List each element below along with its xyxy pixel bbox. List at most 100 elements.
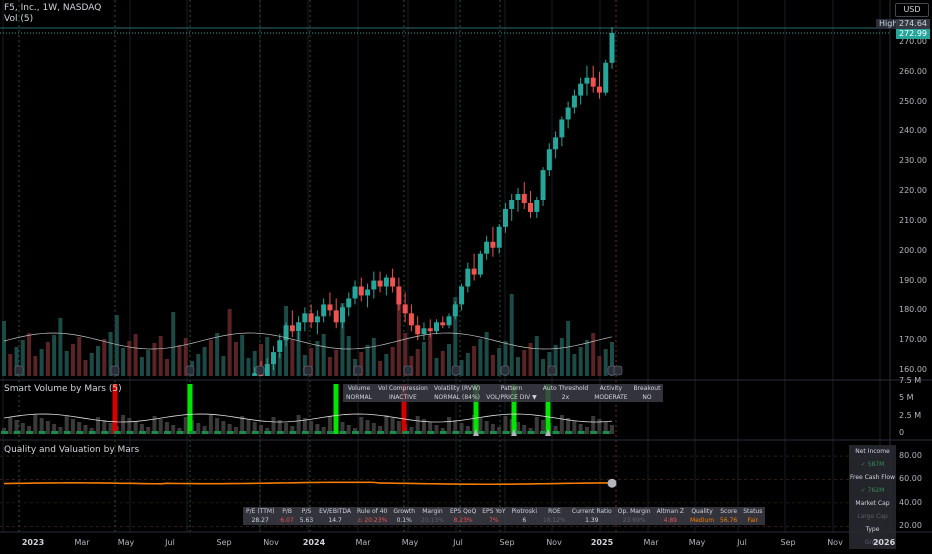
smart-volume-baseline-mark xyxy=(101,431,109,434)
currency-button[interactable]: USD xyxy=(895,3,929,17)
smart-volume-header-cell: Vol Compression xyxy=(378,385,428,392)
smart-volume-bar xyxy=(252,422,257,434)
side-box-cell: Free Cash Flow xyxy=(849,474,896,481)
valuation-table: P/E (TTM) P/B P/S EV/EBITDA Rule of 40 Growth… xyxy=(243,507,766,525)
smart-volume-bar xyxy=(290,426,295,434)
volume-bar xyxy=(603,349,608,376)
smart-volume-bar xyxy=(515,422,520,434)
volume-bar xyxy=(390,347,395,376)
volume-bar xyxy=(547,352,552,376)
volume-bar xyxy=(96,346,101,376)
smart-volume-value-cell: INACTIVE xyxy=(389,394,417,401)
volume-bar xyxy=(371,338,376,376)
smart-volume-baseline-mark xyxy=(389,431,397,434)
smart-volume-bar xyxy=(83,425,88,434)
volume-bar xyxy=(465,353,470,376)
time-tick: Sep xyxy=(780,538,796,547)
time-tick: Nov xyxy=(546,538,562,547)
smart-volume-bar xyxy=(96,417,101,434)
smart-volume-bar xyxy=(541,420,546,434)
candle-body xyxy=(377,280,383,287)
candle-body xyxy=(490,241,496,248)
price-tick: 220.00 xyxy=(899,186,927,196)
time-tick: 2025 xyxy=(590,538,614,547)
volume-bar xyxy=(258,344,263,376)
side-box-cell: Market Cap xyxy=(855,500,890,507)
smart-volume-bar xyxy=(421,419,426,434)
smart-volume-value-cell: 2x xyxy=(561,394,570,401)
smart-volume-baseline-mark xyxy=(76,431,84,434)
volume-bar xyxy=(384,354,389,376)
smart-volume-highlight-bar xyxy=(112,384,118,434)
volume-bar xyxy=(434,358,439,376)
smart-volume-baseline-mark xyxy=(477,431,485,434)
smart-volume-bar xyxy=(572,421,577,434)
high-value: 274.64 xyxy=(896,19,930,29)
volume-bar xyxy=(139,357,144,376)
candle-body xyxy=(515,194,521,200)
candle-body xyxy=(402,304,408,314)
candle-body xyxy=(446,316,452,326)
candle-body xyxy=(365,289,371,296)
volume-bar xyxy=(121,348,126,376)
smart-volume-bar xyxy=(378,426,383,434)
smart-volume-baseline-mark xyxy=(239,431,247,434)
volume-bar xyxy=(515,357,520,376)
smart-volume-bar xyxy=(610,425,614,434)
smart-volume-baseline-mark xyxy=(439,431,447,434)
volume-bar xyxy=(240,335,245,376)
valuation-value-cell: 18.12% xyxy=(542,517,566,524)
candle-body xyxy=(433,322,439,332)
smart-volume-bar xyxy=(240,416,245,434)
smart-volume-baseline-mark xyxy=(264,431,272,434)
quality-tick: 20.00 xyxy=(899,521,922,531)
valuation-header-cell: P/B xyxy=(282,508,292,515)
smart-volume-bar xyxy=(52,424,57,434)
smart-volume-baseline-mark xyxy=(452,431,460,434)
smart-volume-bar xyxy=(584,427,589,434)
smart-volume-bar xyxy=(45,421,50,434)
candle-body xyxy=(477,253,483,275)
smart-volume-bar xyxy=(296,415,301,434)
earnings-e-marker xyxy=(500,365,510,376)
smart-volume-bar xyxy=(490,424,495,434)
volume-bar xyxy=(490,355,495,376)
smart-volume-bar xyxy=(39,418,44,434)
price-tick: 200.00 xyxy=(899,245,927,255)
smart-volume-baseline-mark xyxy=(163,431,171,434)
volume-bar xyxy=(70,344,75,376)
candle-body xyxy=(346,298,352,308)
candle-body xyxy=(609,32,615,63)
volume-bar xyxy=(559,338,564,376)
smart-volume-bar xyxy=(271,417,276,434)
candle-body xyxy=(521,194,527,203)
smart-volume-bar xyxy=(70,419,75,434)
smart-volume-bar xyxy=(171,425,176,434)
smart-volume-bar xyxy=(597,419,602,434)
valuation-value-cell: 14.7 xyxy=(328,517,342,524)
volume-bar xyxy=(440,351,445,376)
smart-volume-bar xyxy=(146,427,151,434)
volume-bar xyxy=(584,340,589,376)
smart-volume-bar xyxy=(8,417,13,434)
side-box-cell: ✓ 762M xyxy=(860,487,885,494)
valuation-value-cell: 20.13% xyxy=(421,517,444,524)
smart-volume-baseline-mark xyxy=(339,431,347,434)
smart-volume-bar xyxy=(578,424,583,434)
candle-body xyxy=(277,340,283,353)
smart-volume-baseline-mark xyxy=(577,431,585,434)
smart-volume-value-cell: MODERATE xyxy=(594,394,628,401)
smart-volume-bar xyxy=(534,417,539,434)
smart-volume-bar xyxy=(233,427,238,434)
candle-body xyxy=(578,83,584,96)
volume-bar xyxy=(215,333,220,376)
candle-body xyxy=(352,286,358,299)
volume-bar xyxy=(403,333,408,376)
candle-body xyxy=(540,170,546,200)
smart-volume-bar xyxy=(133,421,138,434)
volume-bar xyxy=(58,318,63,376)
smart-volume-bar xyxy=(566,418,571,434)
volume-bar xyxy=(64,351,69,376)
